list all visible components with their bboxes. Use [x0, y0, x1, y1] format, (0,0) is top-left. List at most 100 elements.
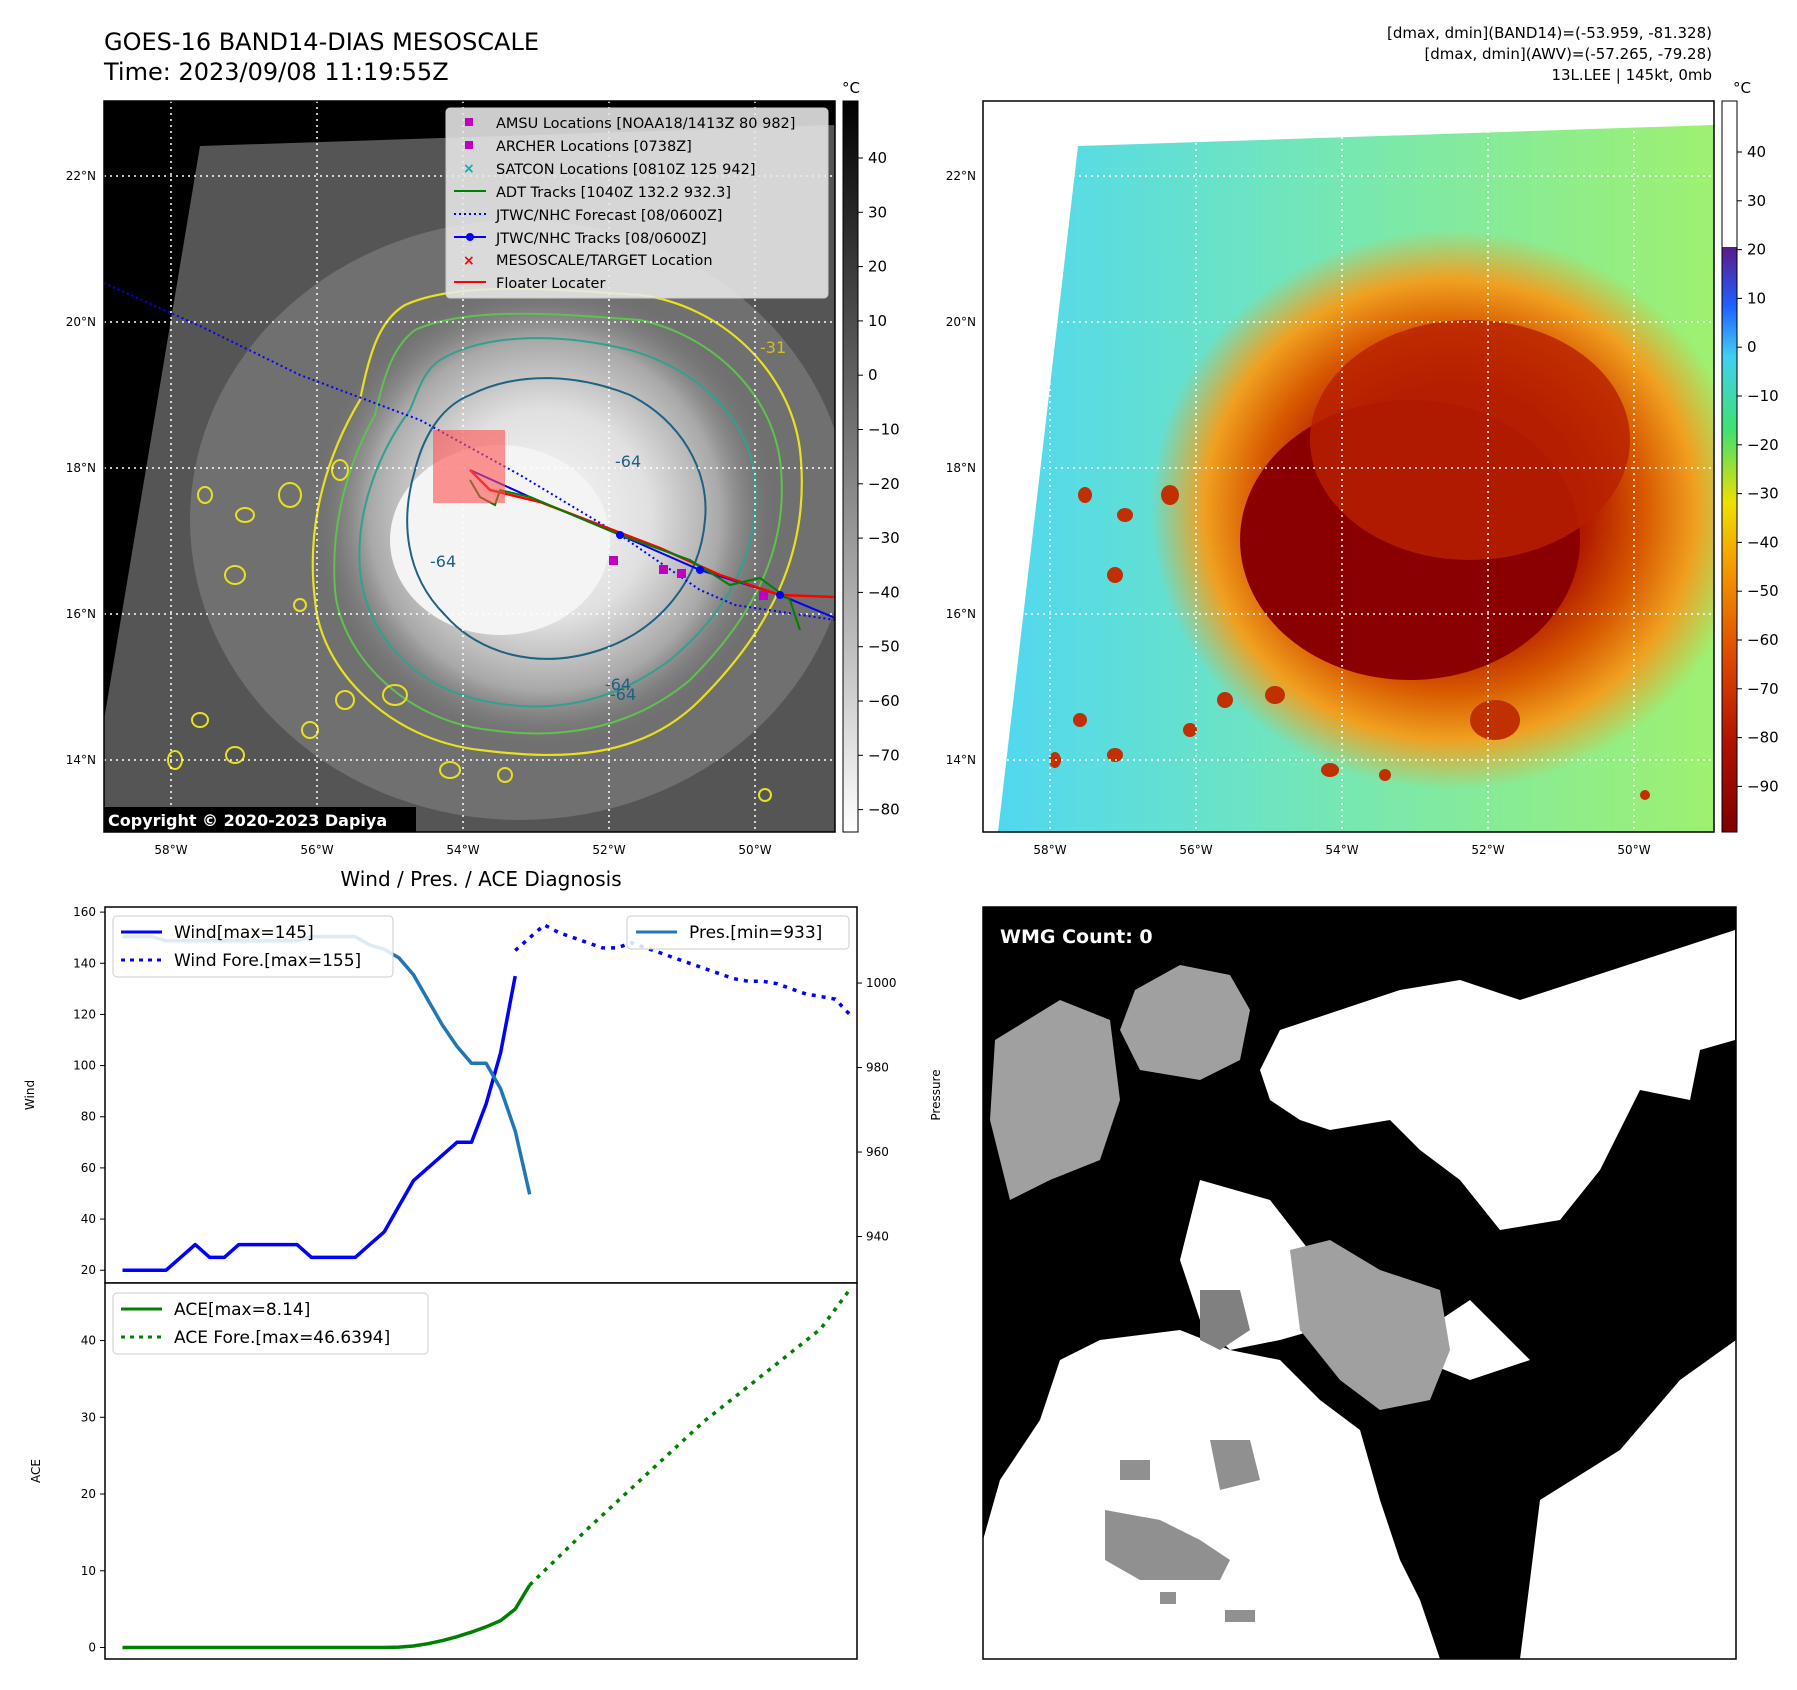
lat-tick: 22°N	[66, 169, 96, 183]
lon-tick: 54°W	[1325, 843, 1358, 857]
lon-tick: 56°W	[1179, 843, 1212, 857]
legend-label: ACE[max=8.14]	[174, 1300, 310, 1320]
ace-tick-label: 20	[81, 1487, 96, 1501]
ace-lines	[122, 1288, 852, 1650]
colorbar-unit: °C	[1733, 79, 1751, 97]
colorbar-tick-label: −50	[868, 638, 900, 656]
legend-label: ADT Tracks [1040Z 132.2 932.3]	[496, 185, 731, 201]
lat-tick: 14°N	[946, 753, 976, 767]
colorbar-tick-label: −40	[868, 583, 900, 601]
wind-tick-label: 20	[81, 1263, 96, 1277]
wind-axes: 20 40 60 80 100 120 140 160 940 960 980 1000	[73, 905, 896, 1277]
colorbar-tick-label: −30	[868, 529, 900, 547]
colorbar-tick-label: −10	[868, 421, 900, 439]
amsu-markers	[609, 556, 768, 600]
contour-green	[333, 312, 783, 735]
legend-label: Pres.[min=933]	[689, 923, 822, 943]
legend-label: Wind Fore.[max=155]	[174, 951, 361, 971]
color-outer-cells	[1049, 485, 1650, 800]
lat-tick: 16°N	[66, 607, 96, 621]
pressure-tick-label: 960	[866, 1145, 889, 1159]
colorbar-tick-label: −70	[868, 746, 900, 764]
colorbar-unit: °C	[842, 79, 860, 97]
wmg-panel: WMG Count: 0	[983, 907, 1736, 1659]
contour-label: -64	[615, 452, 641, 471]
wmg-region-gray	[1200, 1290, 1250, 1350]
copyright-box	[104, 807, 416, 832]
lat-tick: 20°N	[66, 315, 96, 329]
legend-swatch	[466, 233, 474, 241]
lat-tick: 18°N	[946, 461, 976, 475]
wind-ylabel: Wind	[23, 1080, 37, 1110]
wmg-region-gray	[990, 1000, 1120, 1200]
info-awv: [dmax, dmin](AWV)=(-57.265, -79.28)	[1424, 45, 1712, 63]
map2-gridlines	[983, 101, 1714, 832]
ace-tick-label: 10	[81, 1564, 96, 1578]
ace-tick-label: 30	[81, 1410, 96, 1424]
legend-label: ACE Fore.[max=46.6394]	[174, 1328, 390, 1348]
contour-label: -31	[760, 338, 786, 357]
map-title: GOES-16 BAND14-DIAS MESOSCALE	[104, 28, 539, 56]
copyright-text: Copyright © 2020-2023 Dapiya	[108, 811, 387, 830]
legend-swatch: ×	[463, 161, 475, 177]
wmg-count-label: WMG Count: 0	[1000, 926, 1153, 948]
outer-cells	[167, 459, 772, 802]
colorbar-tick-label: −70	[1747, 680, 1779, 698]
ace-tick-label: 40	[81, 1334, 96, 1348]
lat-tick: 22°N	[946, 169, 976, 183]
colorbar-tick-label: −20	[1747, 436, 1779, 454]
lon-tick: 50°W	[738, 843, 771, 857]
wind-forecast-line	[514, 923, 851, 1016]
wind-series-line	[122, 975, 517, 1272]
wmg-region-gray	[1120, 1460, 1150, 1480]
wmg-region-gray	[1225, 1610, 1255, 1622]
lon-tick: 54°W	[446, 843, 479, 857]
ace-legend: ACE[max=8.14] ACE Fore.[max=46.6394]	[112, 1292, 429, 1355]
lon-tick: 50°W	[1617, 843, 1650, 857]
legend-label: MESOSCALE/TARGET Location	[496, 253, 713, 269]
wind-tick-label: 120	[73, 1007, 96, 1021]
colorbar-tick-label: 0	[1747, 338, 1757, 356]
mesoscale-target-box	[433, 430, 505, 503]
colorbar-tick-label: −60	[868, 692, 900, 710]
colorbar-tick-label: −20	[868, 475, 900, 493]
legend-swatch	[465, 118, 473, 126]
map1-ticks: 58°W 56°W 54°W 52°W 50°W 22°N 20°N 18°N …	[66, 169, 772, 857]
pressure-tick-label: 940	[866, 1230, 889, 1244]
lon-tick: 58°W	[1033, 843, 1066, 857]
legend-label: Wind[max=145]	[174, 923, 314, 943]
wmg-region-gray	[1120, 965, 1250, 1080]
contour-label: -64	[610, 685, 636, 704]
legend-swatch	[465, 141, 473, 149]
colorbar-tick-label: 20	[1747, 241, 1766, 259]
legend-label: Floater Locater	[496, 276, 605, 292]
legend-label: JTWC/NHC Tracks [08/0600Z]	[495, 231, 707, 247]
colorbar-tick-label: 40	[868, 149, 887, 167]
info-storm: 13L.LEE | 145kt, 0mb	[1551, 66, 1712, 84]
legend-label: SATCON Locations [0810Z 125 942]	[496, 162, 755, 178]
colorbar-tick-label: 40	[1747, 143, 1766, 161]
lat-tick: 20°N	[946, 315, 976, 329]
lat-tick: 16°N	[946, 607, 976, 621]
lon-tick: 52°W	[1471, 843, 1504, 857]
colorbar-tick-label: 20	[868, 258, 887, 276]
ir-color-map	[983, 101, 1714, 832]
ace-ylabel: ACE	[29, 1459, 43, 1483]
ace-series-line	[122, 1584, 532, 1650]
wmg-region-white	[1520, 1340, 1736, 1659]
colorbar-gray: °C 40 30 20 10 0 −10 −20 −30 −40 −50 −60 −70 −80	[842, 79, 900, 833]
colorbar-tick-label: −10	[1747, 387, 1779, 405]
contour-label: -64	[605, 675, 631, 694]
colorbar-tick-label: −50	[1747, 582, 1779, 600]
pressure-tick-label: 980	[866, 1061, 889, 1075]
map1-frame	[103, 100, 836, 833]
colorbar-tick-label: −90	[1747, 777, 1779, 795]
ace-tick-label: 0	[88, 1640, 96, 1654]
contour-yellow	[311, 287, 803, 757]
map-time: Time: 2023/09/08 11:19:55Z	[103, 58, 449, 86]
track-markers	[616, 531, 784, 599]
lon-tick: 56°W	[300, 843, 333, 857]
colorbar-tick-label: 30	[1747, 192, 1766, 210]
colorbar-tick-label: −40	[1747, 533, 1779, 551]
pressure-legend: Pres.[min=933]	[626, 915, 850, 950]
